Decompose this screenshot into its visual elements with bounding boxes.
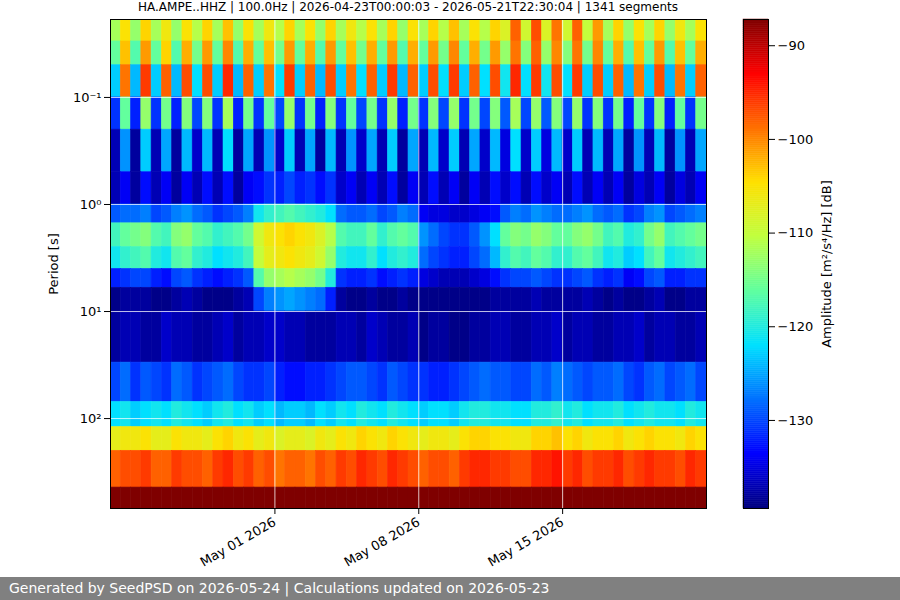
svg-text:10⁻¹: 10⁻¹: [73, 90, 102, 105]
svg-text:10⁰: 10⁰: [80, 197, 102, 212]
svg-text:10²: 10²: [80, 411, 102, 426]
svg-text:−120: −120: [778, 319, 814, 334]
svg-text:10¹: 10¹: [80, 304, 102, 319]
svg-text:May 15 2026: May 15 2026: [485, 514, 566, 569]
svg-text:Period [s]: Period [s]: [46, 233, 61, 295]
svg-text:−110: −110: [778, 225, 814, 240]
svg-text:May 08 2026: May 08 2026: [341, 514, 422, 569]
html-text:HA.AMPE..HHZ | 100.0Hz | 2026-: HA.AMPE..HHZ | 100.0Hz | 2026-04-23T00:0…: [138, 0, 678, 14]
svg-text:May 01 2026: May 01 2026: [198, 514, 279, 569]
svg-text:−130: −130: [778, 413, 814, 428]
svg-text:−100: −100: [778, 132, 814, 147]
html-text:Generated by SeedPSD on 2026-0: Generated by SeedPSD on 2026-05-24 | Cal…: [9, 580, 550, 596]
svg-text:−90: −90: [778, 38, 805, 53]
svg-text:Amplitude [m²/s⁴/Hz] [dB]: Amplitude [m²/s⁴/Hz] [dB]: [819, 180, 834, 348]
